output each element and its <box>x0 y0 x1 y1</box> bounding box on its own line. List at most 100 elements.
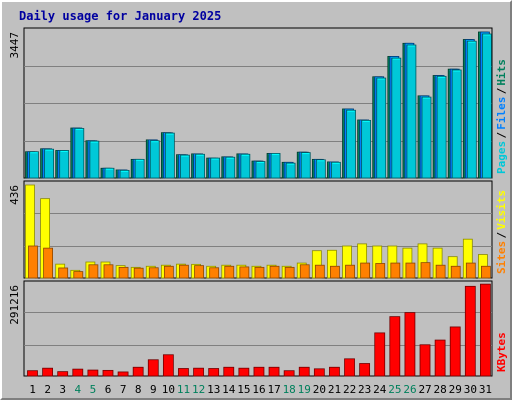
x-tick-label-day-25: 25 <box>388 383 401 396</box>
bar-pages-day-19 <box>300 152 311 179</box>
bar-pages-day-24 <box>376 77 387 179</box>
bar-kbytes-day-20 <box>313 368 325 377</box>
x-tick-label-day-21: 21 <box>328 383 341 396</box>
bar-pages-day-20 <box>315 159 326 179</box>
bar-kbytes-day-29 <box>449 326 461 377</box>
bar-pages-day-25 <box>391 57 402 179</box>
bar-pages-day-16 <box>255 161 266 179</box>
x-tick-label-day-23: 23 <box>358 383 371 396</box>
bar-pages-day-23 <box>361 119 372 179</box>
bar-kbytes-day-30 <box>464 285 476 377</box>
bar-sites-day-7 <box>118 266 129 279</box>
bar-kbytes-day-10 <box>162 354 174 377</box>
bar-kbytes-day-13 <box>208 368 220 377</box>
bar-sites-day-1 <box>28 245 38 279</box>
bar-kbytes-day-3 <box>57 371 69 377</box>
x-tick-label-day-24: 24 <box>373 383 387 396</box>
bar-kbytes-day-26 <box>404 312 416 377</box>
bar-pages-day-4 <box>74 128 85 179</box>
x-tick-label-day-12: 12 <box>192 383 205 396</box>
bar-kbytes-day-23 <box>359 363 371 377</box>
bar-kbytes-day-2 <box>42 367 53 377</box>
bar-sites-day-25 <box>390 262 401 279</box>
x-tick-label-day-26: 26 <box>403 383 416 396</box>
bar-kbytes-day-8 <box>132 366 144 377</box>
bar-kbytes-day-14 <box>223 366 235 377</box>
x-tick-label-day-6: 6 <box>105 383 112 396</box>
bar-pages-day-10 <box>164 132 175 179</box>
x-tick-label-day-2: 2 <box>44 383 51 396</box>
bar-kbytes-day-4 <box>72 368 84 377</box>
legend-separator: / <box>495 87 508 94</box>
bar-pages-day-8 <box>134 158 145 179</box>
bar-sites-day-9 <box>148 267 159 279</box>
x-tick-label-day-10: 10 <box>162 383 175 396</box>
bar-sites-day-2 <box>43 247 53 279</box>
x-tick-label-day-8: 8 <box>135 383 142 396</box>
bar-sites-day-6 <box>103 264 114 279</box>
bar-pages-day-29 <box>451 69 462 179</box>
bar-sites-day-5 <box>88 264 99 279</box>
bar-kbytes-day-22 <box>344 358 355 377</box>
bar-kbytes-day-12 <box>193 367 204 377</box>
x-tick-label-day-7: 7 <box>120 383 127 396</box>
legend-hits: Hits <box>495 59 508 86</box>
bar-pages-day-21 <box>331 161 341 179</box>
x-tick-label-day-30: 30 <box>464 383 477 396</box>
bar-pages-day-11 <box>180 154 190 179</box>
x-tick-label-day-31: 31 <box>479 383 492 396</box>
bar-pages-day-15 <box>240 153 251 179</box>
bar-kbytes-day-24 <box>374 332 386 377</box>
bar-sites-day-8 <box>133 267 144 279</box>
bar-sites-day-16 <box>254 266 265 279</box>
bar-pages-day-5 <box>89 140 100 179</box>
bar-kbytes-day-25 <box>389 316 401 377</box>
x-tick-label-day-28: 28 <box>434 383 447 396</box>
bar-kbytes-day-18 <box>283 370 295 377</box>
bar-pages-day-27 <box>421 96 432 179</box>
bar-pages-day-7 <box>119 169 130 179</box>
bar-kbytes-day-16 <box>253 366 265 377</box>
bar-kbytes-day-19 <box>298 366 310 377</box>
bar-sites-day-27 <box>420 262 431 279</box>
x-tick-label-day-3: 3 <box>59 383 66 396</box>
visits-sites-max-label: 436 <box>8 185 21 205</box>
bar-sites-day-14 <box>224 265 235 279</box>
hits-files-pages-max-label: 3447 <box>8 32 21 59</box>
x-tick-label-day-5: 5 <box>90 383 97 396</box>
x-tick-label-day-27: 27 <box>418 383 431 396</box>
x-tick-label-day-18: 18 <box>283 383 296 396</box>
bar-kbytes-day-11 <box>178 368 189 377</box>
bar-sites-day-24 <box>375 263 386 279</box>
legend-pages: Pages <box>495 141 508 174</box>
x-tick-label-day-17: 17 <box>267 383 280 396</box>
bar-kbytes-day-6 <box>102 369 114 377</box>
bar-kbytes-day-27 <box>419 344 431 377</box>
chart-title: Daily usage for January 2025 <box>19 9 221 23</box>
x-tick-label-day-29: 29 <box>449 383 462 396</box>
bar-sites-day-13 <box>209 267 220 279</box>
bar-sites-day-19 <box>299 264 310 279</box>
bar-sites-day-15 <box>239 266 250 279</box>
legend-files: Files <box>495 97 508 130</box>
bar-pages-day-14 <box>225 156 236 179</box>
bar-sites-day-20 <box>314 264 325 279</box>
legend-separator: / <box>495 232 508 239</box>
bar-pages-day-22 <box>346 109 356 179</box>
bar-sites-day-31 <box>481 265 491 279</box>
bar-sites-day-29 <box>450 265 461 279</box>
kbytes-max-label: 291216 <box>8 285 21 325</box>
x-tick-label-day-13: 13 <box>207 383 220 396</box>
bar-kbytes-day-9 <box>147 359 159 377</box>
x-tick-label-day-15: 15 <box>237 383 250 396</box>
x-tick-label-day-11: 11 <box>177 383 190 396</box>
bar-pages-day-9 <box>149 140 160 179</box>
bar-pages-day-2 <box>44 148 54 179</box>
bar-sites-day-26 <box>405 262 416 279</box>
bar-pages-day-31 <box>482 33 492 179</box>
bar-sites-day-12 <box>194 265 204 279</box>
bar-sites-day-10 <box>163 265 174 279</box>
bar-sites-day-4 <box>73 271 84 279</box>
legend-sites: Sites <box>495 241 508 274</box>
